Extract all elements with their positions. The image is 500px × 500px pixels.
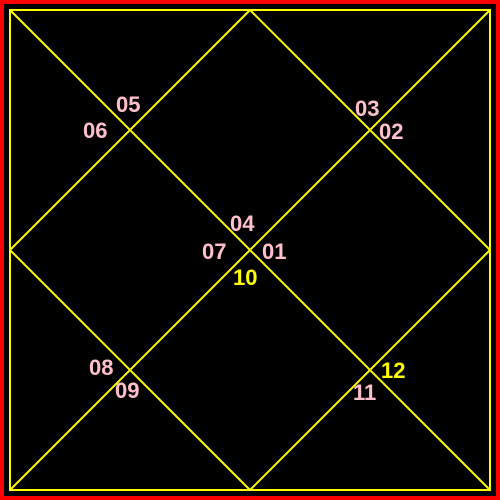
house-number: 10 [233,265,257,290]
house-number: 06 [83,118,107,143]
house-number: 04 [230,211,255,236]
diamond-top-right [249,9,491,251]
diamond-top-left [9,9,251,251]
house-number: 12 [381,358,405,383]
house-number: 11 [353,380,376,405]
house-number: 03 [355,96,379,121]
house-number: 05 [116,92,140,117]
house-number: 09 [115,378,139,403]
house-number: 07 [202,239,226,264]
house-number: 02 [379,119,403,144]
diamond-bottom-left [9,249,251,491]
house-number: 01 [262,239,286,264]
diamond-bottom-right [249,249,491,491]
house-number: 08 [89,355,113,380]
diagonal-anti [9,9,491,491]
